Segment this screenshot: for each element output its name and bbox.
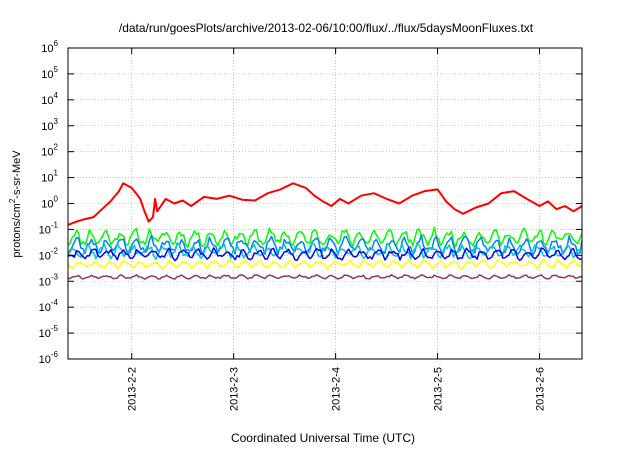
- x-tick-label: 2013-2-3: [229, 367, 241, 411]
- y-tick-label: 10-3: [39, 272, 59, 288]
- series-line-3: [67, 247, 583, 262]
- grid: [68, 48, 582, 359]
- y-tick-label-exponent: -4: [51, 298, 59, 307]
- y-tick-label: 10-2: [39, 246, 59, 262]
- y-tick-label-base: 10: [41, 199, 53, 211]
- y-tick-label-base: 10: [39, 328, 51, 340]
- y-axis-label-part: -s-sr-MeV: [11, 150, 23, 199]
- y-tick-label-base: 10: [39, 354, 51, 366]
- y-tick-label-exponent: -5: [51, 324, 59, 333]
- series-layer: [67, 182, 583, 280]
- series-line-0: [67, 226, 583, 248]
- series-line-4: [67, 258, 583, 270]
- x-axis: 2013-2-2 2013-2-3 2013-2-4 2013-2-5 2013-2-6: [127, 48, 547, 411]
- y-tick-label-exponent: 1: [54, 169, 59, 178]
- x-tick-label: 2013-2-5: [433, 367, 445, 411]
- x-tick-label: 2013-2-6: [535, 367, 547, 411]
- y-tick-label-exponent: -3: [51, 272, 59, 281]
- x-axis-label: Coordinated Universal Time (UTC): [231, 431, 415, 445]
- y-tick-label: 10-1: [39, 220, 59, 236]
- y-tick-label-base: 10: [41, 173, 53, 185]
- y-tick-label-exponent: 2: [54, 143, 59, 152]
- y-axis-label-part: protons/cm: [11, 203, 23, 257]
- y-tick-label: 100: [41, 195, 58, 211]
- y-tick-label: 101: [41, 169, 58, 185]
- y-tick-label-base: 10: [39, 250, 51, 262]
- y-tick-label-base: 10: [41, 121, 53, 133]
- series-line-1: [67, 234, 583, 256]
- y-tick-label-exponent: 0: [54, 195, 59, 204]
- y-axis-label: protons/cm2-s-sr-MeV: [8, 150, 23, 258]
- x-tick-label: 2013-2-2: [127, 367, 139, 411]
- y-tick-label-base: 10: [41, 43, 53, 55]
- y-tick-label-exponent: 3: [54, 117, 59, 126]
- chart-title: /data/run/goesPlots/archive/2013-02-06/1…: [119, 21, 534, 35]
- y-tick-label: 10-4: [39, 298, 59, 314]
- series-line-5: [68, 273, 583, 280]
- y-tick-label-exponent: 6: [54, 39, 59, 48]
- y-tick-label-base: 10: [41, 95, 53, 107]
- y-tick-label-exponent: -6: [51, 350, 59, 359]
- y-tick-label-exponent: 5: [54, 65, 59, 74]
- y-axis: 10-610-510-410-310-210-11001011021031041…: [39, 39, 582, 366]
- y-tick-label-base: 10: [39, 302, 51, 314]
- y-tick-label: 10-5: [39, 324, 59, 340]
- y-tick-label-base: 10: [39, 276, 51, 288]
- y-tick-label-base: 10: [39, 224, 51, 236]
- y-tick-label: 102: [41, 143, 58, 159]
- y-tick-label: 105: [41, 65, 58, 81]
- y-tick-label-exponent: -2: [51, 246, 59, 255]
- y-tick-label: 103: [41, 117, 58, 133]
- y-tick-label-exponent: 4: [54, 91, 59, 100]
- y-tick-label: 106: [41, 39, 58, 55]
- y-tick-label-exponent: -1: [51, 220, 59, 229]
- y-tick-label: 10-6: [39, 350, 59, 366]
- y-tick-label-base: 10: [41, 69, 53, 81]
- y-tick-label: 104: [41, 91, 58, 107]
- y-axis-label-superscript: 2: [8, 198, 17, 203]
- series-line-6: [67, 182, 583, 226]
- y-tick-label-base: 10: [41, 147, 53, 159]
- x-tick-label: 2013-2-4: [331, 367, 343, 411]
